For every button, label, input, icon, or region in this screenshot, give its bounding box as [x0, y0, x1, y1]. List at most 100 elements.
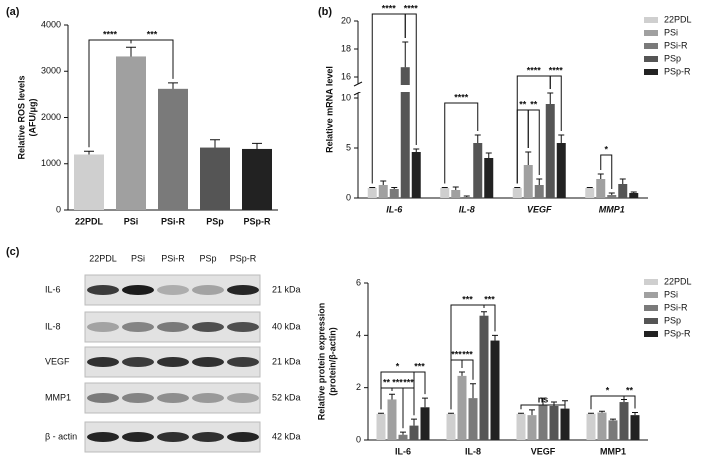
bar — [630, 415, 640, 440]
x-tick-label: PSi-R — [161, 216, 186, 226]
error-bar — [619, 178, 626, 184]
bar — [440, 188, 450, 198]
blot-band — [227, 322, 259, 332]
error-bar — [547, 92, 554, 104]
blot-band — [227, 432, 259, 442]
row-label: VEGF — [45, 356, 70, 366]
bar — [378, 185, 388, 198]
legend-swatch — [644, 279, 658, 285]
legend-swatch — [644, 305, 658, 311]
error-bar — [529, 409, 535, 416]
bar — [607, 195, 617, 198]
error-bar — [514, 187, 521, 188]
row-size: 21 kDa — [272, 356, 301, 366]
blot-band — [87, 393, 119, 403]
legend-label: PSp-R — [664, 328, 691, 338]
error-bar — [597, 173, 604, 179]
x-tick-label: PSi — [124, 216, 139, 226]
lane-label: PSp — [199, 253, 216, 263]
error-bar — [485, 152, 492, 158]
blot-band — [122, 432, 154, 442]
y-axis-label: Relative mRNA level — [324, 66, 334, 153]
significance-label: * — [604, 144, 608, 154]
significance-label: *** — [484, 294, 495, 304]
blot-band — [192, 393, 224, 403]
bar — [596, 179, 606, 198]
blot-band — [122, 285, 154, 295]
error-bar — [540, 397, 546, 405]
legend-label: 22PDL — [664, 276, 692, 286]
x-tick-label: VEGF — [531, 446, 556, 456]
legend-swatch — [644, 331, 658, 337]
significance-label: ** — [530, 99, 538, 109]
y-tick-label: 0 — [346, 192, 351, 202]
bar — [619, 402, 629, 440]
significance-bracket — [461, 359, 474, 380]
error-bar — [630, 191, 637, 193]
x-tick-label: IL-6 — [386, 204, 403, 214]
y-axis-label: (AFU/μg) — [27, 99, 37, 137]
bar — [400, 67, 410, 198]
bar — [534, 185, 544, 198]
significance-bracket — [600, 154, 613, 189]
significance-bracket — [623, 395, 636, 409]
error-bar — [536, 178, 543, 185]
bar — [608, 420, 618, 440]
legend-swatch — [644, 292, 658, 298]
error-bar — [448, 412, 454, 414]
significance-bracket — [527, 109, 540, 175]
significance-label: *** — [462, 294, 473, 304]
bar — [527, 415, 537, 440]
significance-label: **** — [527, 65, 542, 75]
error-bar — [599, 410, 605, 413]
error-bar — [402, 41, 409, 68]
error-bar — [400, 431, 406, 435]
bar — [549, 405, 559, 440]
blot-band — [192, 285, 224, 295]
x-tick-label: VEGF — [527, 204, 552, 214]
y-tick-label: 10 — [341, 92, 351, 102]
error-bar — [586, 187, 593, 188]
bar — [420, 407, 430, 440]
y-axis-label: Relative protein expression — [316, 303, 326, 421]
y-tick-label: 3000 — [41, 66, 61, 76]
bar — [74, 154, 104, 210]
error-bar — [369, 187, 376, 188]
y-tick-label: 4000 — [41, 19, 61, 29]
panel-label: (c) — [6, 246, 20, 258]
legend-label: PSp — [664, 53, 681, 63]
blot-band — [227, 393, 259, 403]
bar — [473, 143, 483, 198]
x-tick-label: IL-8 — [459, 204, 475, 214]
blot-band — [87, 322, 119, 332]
bar — [457, 375, 467, 440]
bar — [556, 143, 566, 198]
bar — [411, 152, 421, 198]
significance-label: *** — [451, 349, 462, 359]
bar — [523, 165, 533, 198]
bar — [367, 188, 377, 198]
error-bar — [84, 150, 94, 155]
significance-label: ns — [538, 394, 549, 404]
x-tick-label: MMP1 — [600, 446, 626, 456]
error-bar — [588, 412, 594, 414]
x-tick-label: PSp-R — [244, 216, 272, 226]
row-size: 21 kDa — [272, 284, 301, 294]
significance-label: **** — [382, 3, 397, 13]
bar — [586, 413, 596, 440]
blot-band — [192, 357, 224, 367]
error-bar — [411, 418, 417, 426]
bar — [387, 399, 397, 440]
blot-band — [157, 285, 189, 295]
bar — [462, 197, 472, 198]
legend-label: PSi-R — [664, 40, 688, 50]
legend-label: PSi-R — [664, 302, 688, 312]
error-bar — [452, 186, 459, 190]
error-bar — [621, 398, 627, 403]
error-bar — [518, 412, 524, 414]
significance-label: *** — [403, 377, 414, 387]
error-bar — [126, 46, 136, 57]
blot-band — [227, 357, 259, 367]
y-axis-label: (protein/β-actin) — [327, 327, 337, 396]
